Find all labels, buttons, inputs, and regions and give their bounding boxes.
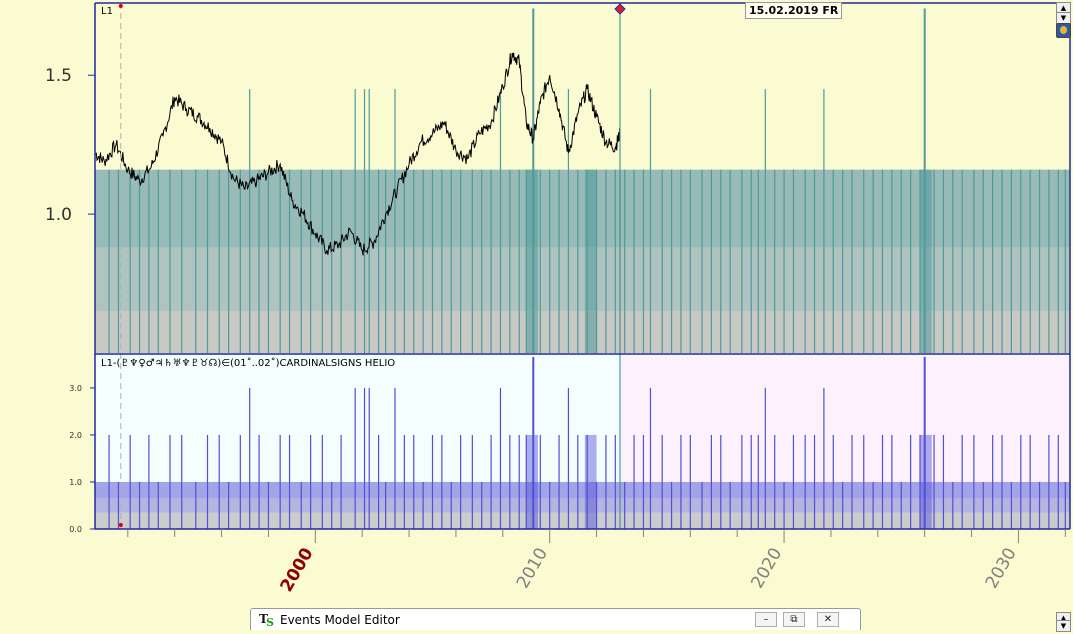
upper-ytick-label: 1.5 [45,66,72,86]
close-button[interactable]: ✕ [817,612,839,627]
lower-event-cluster-2 [920,434,932,529]
reference-marker-top [118,4,123,8]
upper-event-cluster-0 [526,169,538,353]
xaxis-year-label: 2010 [513,545,552,592]
upper-ytick-label: 1.0 [45,205,72,225]
lower-ytick-label: 2.0 [69,431,82,440]
upper-band-2 [95,169,1070,248]
lower-band-0 [95,512,1070,529]
globe-icon[interactable] [1056,23,1071,38]
bottom-scroll-down-button[interactable]: ▼ [1056,620,1071,632]
lower-event-cluster-1 [584,434,597,529]
price-series-line [94,52,621,256]
reference-marker-bottom [118,523,123,527]
lower-band-2 [95,481,1070,499]
restore-button[interactable]: ⧉ [783,612,805,627]
upper-series-label: L1 [101,6,113,17]
cursor-date-label: 15.02.2019 FR [745,2,843,19]
window-title: Events Model Editor [280,612,400,627]
cursor-diamond-marker [614,3,626,15]
lower-ytick-label: 0.0 [69,525,82,534]
xaxis-year-label: 2020 [747,545,786,592]
lower-band-1 [95,498,1070,513]
upper-band-0 [95,311,1070,353]
lower-panel-title: L1-(♇♆♀♂♃♄♅♆♇♉☊)∈(01˚..02˚)CARDINALSIGNS… [101,357,395,369]
cursor-date-text: 15.02.2019 FR [749,4,839,17]
xaxis-year-label: 2000 [277,544,318,595]
xaxis-year-label: 2030 [982,545,1021,592]
minimize-button[interactable]: – [755,612,777,627]
upper-band-1 [95,247,1070,312]
lower-ytick-label: 1.0 [69,478,82,487]
lower-event-cluster-0 [526,434,538,529]
upper-event-cluster-2 [920,169,932,353]
upper-event-cluster-1 [584,169,597,353]
lower-ytick-label: 3.0 [69,384,82,393]
